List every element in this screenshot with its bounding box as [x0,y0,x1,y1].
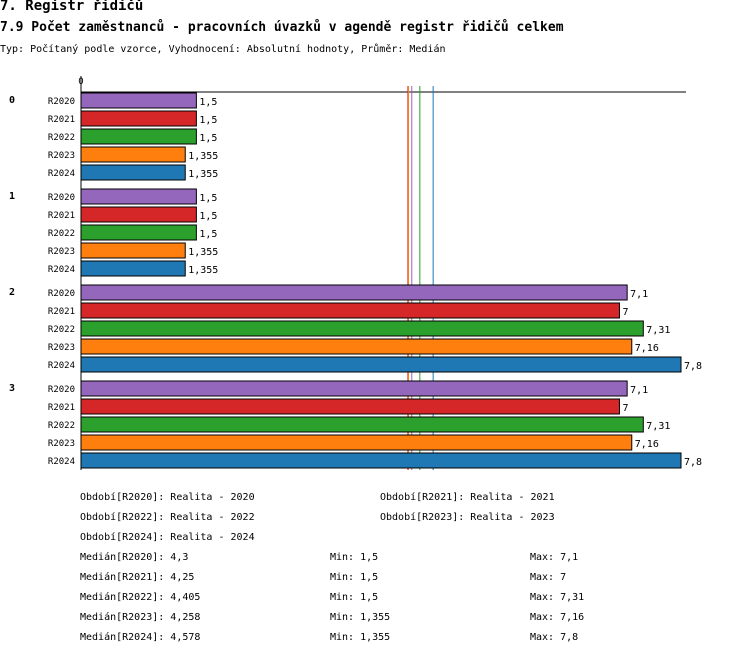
category-label-r2024-group-3: R2024 [48,457,75,467]
category-label-r2023-group-2: R2023 [48,343,75,353]
legend-max-r2022: Max: 7,31 [530,592,585,603]
legend-max-r2021: Max: 7 [530,572,567,583]
group-label-1: 1 [9,191,15,202]
bar-r2024-group-0 [80,164,186,181]
bar-r2021-group-0 [80,110,197,127]
bar-r2020-group-2 [80,284,628,301]
data-label-r2022-group-3: 7,31 [646,421,670,432]
category-label-r2022-group-0: R2022 [48,133,75,143]
category-label-r2022-group-3: R2022 [48,421,75,431]
bar-r2020-group-1 [80,188,197,205]
bar-r2024-group-2 [80,356,682,373]
data-label-r2023-group-2: 7,16 [635,343,659,354]
data-label-r2020-group-0: 1,5 [199,97,217,108]
data-label-r2021-group-0: 1,5 [199,115,217,126]
category-label-r2024-group-0: R2024 [48,169,75,179]
data-label-r2022-group-1: 1,5 [199,229,217,240]
data-label-r2022-group-2: 7,31 [646,325,670,336]
bar-r2022-group-2 [80,320,644,337]
legend-max-r2023: Max: 7,16 [530,612,585,623]
legend-period-r2024: Období[R2024]: Realita - 2024 [80,532,255,543]
legend-min-r2021: Min: 1,5 [330,572,379,583]
bar-r2023-group-0 [80,146,186,163]
bar-r2023-group-3 [80,434,633,451]
data-label-r2024-group-0: 1,355 [188,169,218,180]
category-label-r2024-group-1: R2024 [48,265,75,275]
bar-r2022-group-3 [80,416,644,433]
data-label-r2021-group-2: 7 [622,307,628,318]
legend-median-r2021: Medián[R2021]: 4,25 [80,572,195,583]
category-label-r2023-group-0: R2023 [48,151,75,161]
bar-r2024-group-3 [80,452,682,469]
category-label-r2024-group-2: R2024 [48,361,75,371]
data-label-r2022-group-0: 1,5 [199,133,217,144]
data-label-r2020-group-3: 7,1 [630,385,648,396]
data-label-r2021-group-3: 7 [622,403,628,414]
bar-chart: 00R20201,5R20211,5R20221,5R20231,355R202… [9,76,702,470]
data-label-r2023-group-0: 1,355 [188,151,218,162]
bar-r2020-group-0 [80,92,197,109]
group-label-0: 0 [9,95,15,106]
data-label-r2020-group-1: 1,5 [199,193,217,204]
bar-r2023-group-1 [80,242,186,259]
legend-median-r2024: Medián[R2024]: 4,578 [80,632,201,643]
legend-period-r2022: Období[R2022]: Realita - 2022 [80,512,255,523]
bar-r2022-group-1 [80,224,197,241]
legend-median-r2022: Medián[R2022]: 4,405 [80,592,201,603]
data-label-r2024-group-3: 7,8 [684,457,702,468]
bar-r2020-group-3 [80,380,628,397]
data-label-r2020-group-2: 7,1 [630,289,648,300]
legend-period-r2023: Období[R2023]: Realita - 2023 [380,512,555,523]
category-label-r2021-group-1: R2021 [48,211,75,221]
section-title: 7. Registr řidičů [0,0,144,14]
legend-min-r2022: Min: 1,5 [330,592,379,603]
legend-min-r2024: Min: 1,355 [330,632,391,643]
bar-r2021-group-1 [80,206,197,223]
data-label-r2021-group-1: 1,5 [199,211,217,222]
category-label-r2022-group-2: R2022 [48,325,75,335]
chart-title: 7.9 Počet zaměstnanců - pracovních úvazk… [0,20,564,35]
legend-min-r2023: Min: 1,355 [330,612,391,623]
category-label-r2023-group-1: R2023 [48,247,75,257]
legend-median-r2023: Medián[R2023]: 4,258 [80,612,201,623]
legend-period-r2020: Období[R2020]: Realita - 2020 [80,492,255,503]
category-label-r2020-group-1: R2020 [48,193,75,203]
data-label-r2024-group-2: 7,8 [684,361,702,372]
legend-min-r2020: Min: 1,5 [330,552,379,563]
category-label-r2021-group-0: R2021 [48,115,75,125]
bar-r2024-group-1 [80,260,186,277]
category-label-r2021-group-3: R2021 [48,403,75,413]
bar-r2022-group-0 [80,128,197,145]
category-label-r2023-group-3: R2023 [48,439,75,449]
group-label-2: 2 [9,287,15,298]
bar-r2021-group-3 [80,398,620,415]
data-label-r2023-group-3: 7,16 [635,439,659,450]
data-label-r2024-group-1: 1,355 [188,265,218,276]
data-label-r2023-group-1: 1,355 [188,247,218,258]
legend-period-r2021: Období[R2021]: Realita - 2021 [380,492,555,503]
legend-max-r2020: Max: 7,1 [530,552,579,563]
category-label-r2020-group-2: R2020 [48,289,75,299]
category-label-r2020-group-3: R2020 [48,385,75,395]
bar-r2023-group-2 [80,338,633,355]
category-label-r2020-group-0: R2020 [48,97,75,107]
category-label-r2021-group-2: R2021 [48,307,75,317]
bar-r2021-group-2 [80,302,620,319]
chart-subtitle: Typ: Počítaný podle vzorce, Vyhodnocení:… [0,44,446,55]
category-label-r2022-group-1: R2022 [48,229,75,239]
group-label-3: 3 [9,383,15,394]
legend-max-r2024: Max: 7,8 [530,632,579,643]
legend-median-r2020: Medián[R2020]: 4,3 [80,552,189,563]
